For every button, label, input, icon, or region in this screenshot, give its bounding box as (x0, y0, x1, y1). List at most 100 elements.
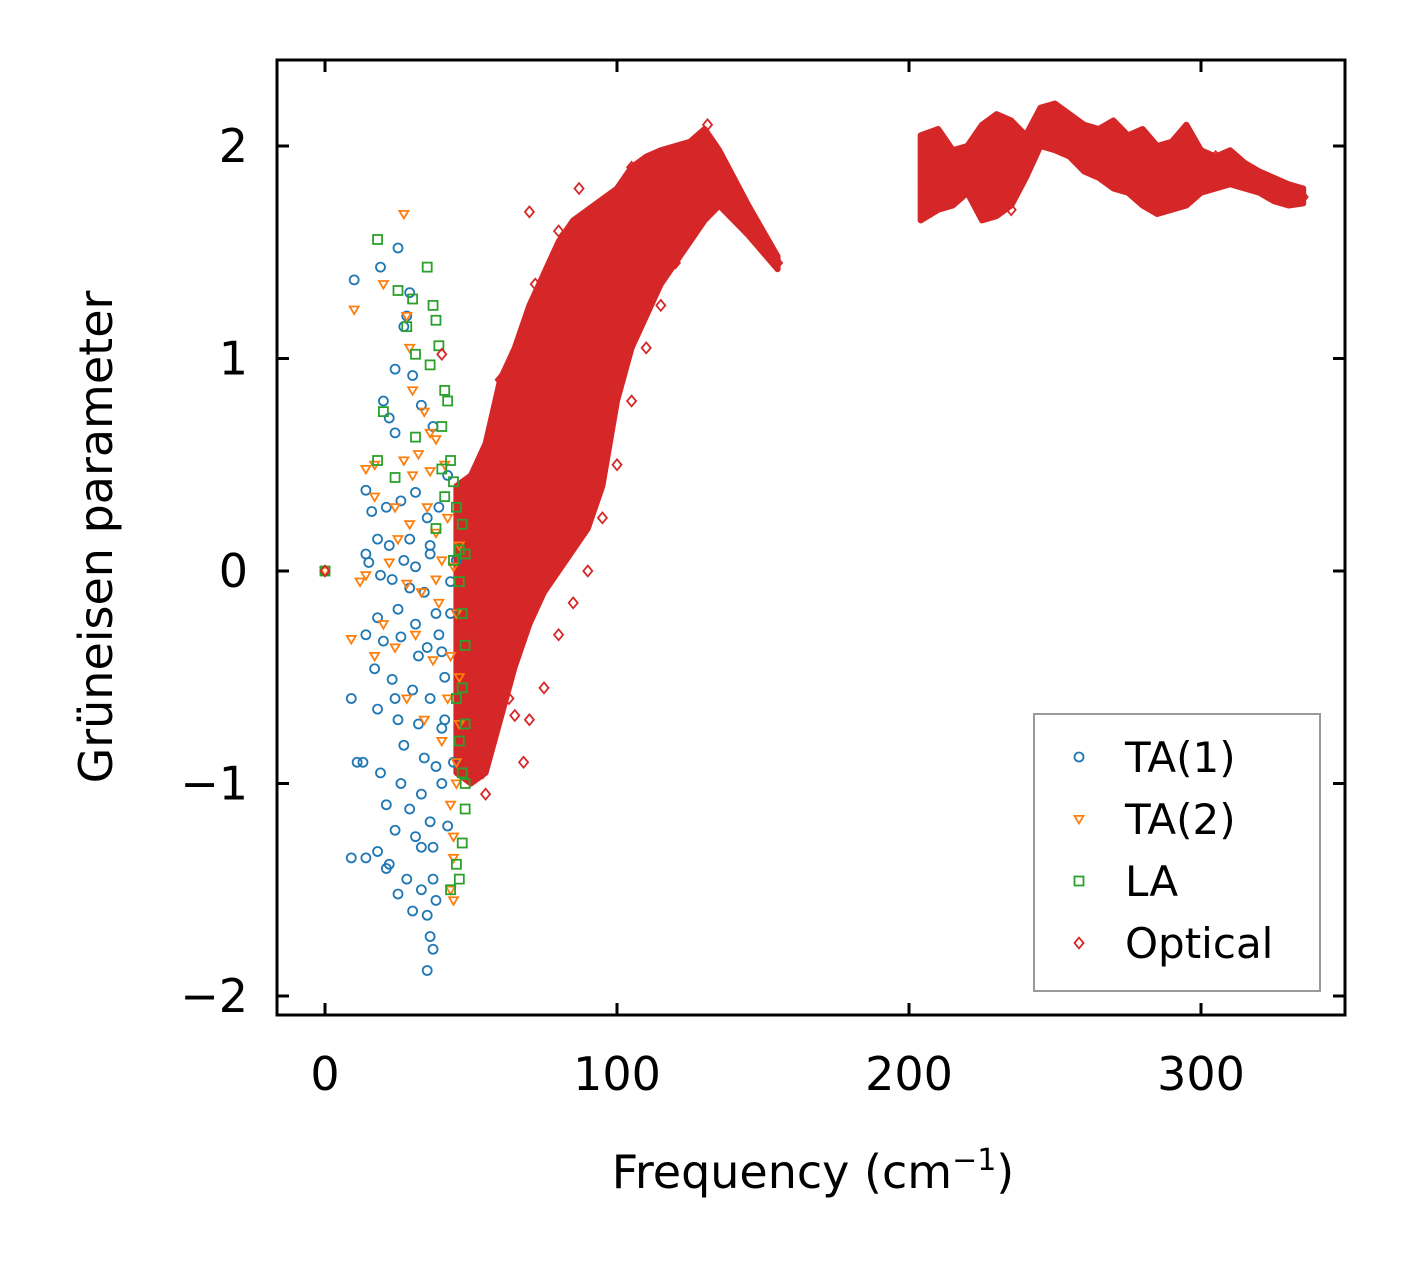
point-optical (552, 627, 565, 642)
point-ta-1 (392, 888, 404, 900)
point-ta-1 (360, 852, 372, 864)
point-ta-1 (439, 714, 451, 726)
point-ta-1 (424, 816, 436, 828)
point-ta-1 (445, 608, 456, 619)
point-ta-1 (348, 274, 360, 286)
point-optical (436, 347, 448, 362)
y-tick-label: 1 (219, 332, 248, 386)
point-ta-1 (424, 931, 436, 942)
point-optical (494, 372, 506, 387)
point-ta-2 (359, 571, 372, 582)
point-la (459, 718, 471, 730)
point-optical (517, 755, 530, 770)
point-ta-2 (403, 520, 416, 531)
point-ta-2 (453, 673, 466, 684)
x-tick-label: 200 (865, 1047, 953, 1101)
point-la (372, 234, 383, 245)
point-optical (1020, 160, 1032, 175)
point-ta-1 (377, 395, 389, 407)
point-ta-1 (380, 863, 392, 874)
point-ta-2 (383, 558, 396, 569)
legend-marker (1073, 875, 1085, 887)
point-la (436, 463, 448, 475)
optical-band-low (453, 126, 781, 787)
point-la (456, 682, 468, 694)
point-ta-2 (453, 719, 466, 731)
legend-label: TA(1) (1124, 733, 1236, 782)
point-ta-2 (412, 450, 425, 461)
point-optical (1093, 149, 1105, 164)
point-ta-2 (426, 656, 440, 667)
point-ta-2 (450, 609, 463, 620)
point-la (427, 299, 439, 311)
point-ta-1 (351, 756, 363, 768)
point-ta-1 (372, 846, 383, 857)
point-optical (1078, 139, 1090, 153)
point-ta-1 (380, 501, 392, 513)
point-ta-2 (435, 736, 448, 748)
y-tick-label: 2 (219, 119, 248, 173)
point-optical (655, 171, 667, 185)
point-la (439, 384, 451, 396)
legend-label: Optical (1125, 919, 1273, 968)
point-la (421, 261, 433, 273)
point-ta-1 (372, 533, 383, 545)
point-ta-1 (421, 965, 433, 976)
point-ta-1 (410, 561, 421, 573)
point-optical (1005, 202, 1017, 217)
point-optical (917, 181, 930, 196)
point-la (453, 873, 465, 885)
scatter-points (318, 107, 1309, 976)
point-ta-2 (435, 556, 448, 567)
point-la (430, 314, 442, 326)
point-ta-2 (444, 800, 457, 812)
point-la (436, 421, 448, 432)
point-ta-1 (380, 799, 392, 811)
point-la (453, 735, 465, 747)
point-la (442, 395, 454, 407)
point-ta-2 (397, 456, 410, 467)
point-ta-2 (418, 407, 431, 418)
point-optical (1180, 171, 1193, 185)
point-ta-1 (372, 612, 383, 624)
point-optical (1224, 160, 1236, 175)
point-ta-1 (401, 873, 413, 885)
point-ta-1 (389, 427, 401, 439)
point-la (445, 884, 456, 896)
point-ta-1 (430, 894, 442, 906)
point-optical (529, 277, 541, 291)
x-axis-title: Frequency (cm−1) (612, 1143, 1015, 1199)
point-ta-2 (400, 311, 413, 323)
point-optical (990, 128, 1003, 143)
point-ta-2 (348, 305, 361, 316)
optical-band-high (917, 100, 1307, 224)
legend-marker (1072, 814, 1086, 826)
point-ta-2 (424, 467, 437, 478)
point-ta-1 (439, 671, 451, 683)
point-ta-1 (389, 824, 401, 836)
point-la (401, 321, 413, 333)
point-ta-1 (398, 554, 410, 566)
point-ta-2 (421, 503, 434, 514)
point-ta-2 (406, 386, 419, 397)
point-optical (976, 171, 988, 185)
point-optical (701, 117, 714, 132)
point-ta-1 (389, 363, 401, 375)
point-optical (713, 149, 725, 164)
point-ta-1 (413, 650, 424, 662)
x-tick-label: 0 (310, 1047, 339, 1101)
point-ta-1 (413, 718, 424, 730)
point-ta-2 (397, 209, 410, 221)
point-optical (1136, 171, 1149, 185)
point-la (377, 406, 389, 418)
point-la (410, 431, 421, 443)
legend-marker (1073, 936, 1085, 950)
point-optical (640, 181, 652, 196)
point-optical (582, 298, 594, 313)
point-ta-1 (383, 412, 395, 424)
point-ta-1 (407, 905, 419, 917)
point-ta-2 (444, 651, 457, 663)
point-optical (1195, 160, 1207, 175)
point-optical (947, 192, 959, 206)
